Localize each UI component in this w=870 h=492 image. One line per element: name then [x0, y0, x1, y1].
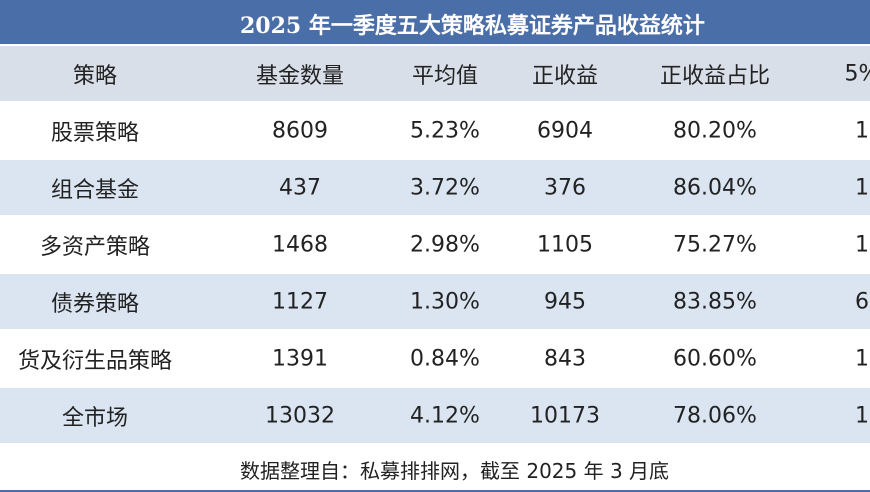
- cell: 股票策略: [50, 120, 140, 146]
- cell: 13032: [265, 403, 335, 428]
- cell: 1127: [272, 289, 328, 314]
- title-bar: 2025 年一季度五大策略私募证券产品收益统计: [0, 0, 870, 44]
- cell: 2.98%: [410, 232, 480, 257]
- cell: 3.72%: [410, 175, 480, 200]
- cell: 6: [855, 289, 869, 314]
- data-row: 全市场 13032 4.12% 10173 78.06% 1: [0, 386, 870, 443]
- data-row: 多资产策略 1468 2.98% 1105 75.27% 1: [0, 215, 870, 272]
- cell: 多资产策略: [39, 234, 151, 260]
- cell: 376: [544, 175, 586, 200]
- source-note: 数据整理自：私募排排网，截至 2025 年 3 月底: [240, 459, 670, 483]
- cell: 策略: [72, 63, 118, 89]
- cell: 843: [544, 346, 586, 371]
- cell: 78.06%: [673, 403, 757, 428]
- data-row: 组合基金 437 3.72% 376 86.04% 1: [0, 158, 870, 215]
- cell: 1: [855, 232, 869, 257]
- cell: 1: [855, 118, 869, 143]
- cell: 0.84%: [410, 346, 480, 371]
- cell: 正收益: [531, 63, 599, 89]
- cell: 平均值: [411, 63, 479, 89]
- cell: 945: [544, 289, 586, 314]
- cell: 债券策略: [50, 291, 140, 317]
- cell: 1: [855, 175, 869, 200]
- cell: 全市场: [61, 405, 129, 431]
- cell: 5%: [844, 61, 870, 86]
- cell: 80.20%: [673, 118, 757, 143]
- cell: 1: [855, 346, 869, 371]
- cell: 83.85%: [673, 289, 757, 314]
- cell: 75.27%: [673, 232, 757, 257]
- cell: 货及衍生品策略: [17, 348, 173, 374]
- data-row: 债券策略 1127 1.30% 945 83.85% 6: [0, 272, 870, 329]
- header-row: 策略 基金数量 平均值 正收益 正收益占比 5%: [0, 44, 870, 101]
- cell: 5.23%: [410, 118, 480, 143]
- cell: 8609: [272, 118, 328, 143]
- cell: 1.30%: [410, 289, 480, 314]
- cell: 正收益占比: [659, 63, 771, 89]
- cell: 6904: [537, 118, 593, 143]
- cell: 组合基金: [50, 177, 140, 203]
- cell: 1468: [272, 232, 328, 257]
- footer-bar: 数据整理自：私募排排网，截至 2025 年 3 月底: [0, 443, 870, 492]
- data-row: 货及衍生品策略 1391 0.84% 843 60.60% 1: [0, 329, 870, 386]
- table-title: 2025 年一季度五大策略私募证券产品收益统计: [240, 13, 705, 39]
- cell: 基金数量: [255, 63, 345, 89]
- cell: 60.60%: [673, 346, 757, 371]
- cell: 10173: [530, 403, 600, 428]
- cell: 1: [855, 403, 869, 428]
- cell: 1105: [537, 232, 593, 257]
- cell: 437: [279, 175, 321, 200]
- cell: 1391: [272, 346, 328, 371]
- cell: 4.12%: [410, 403, 480, 428]
- data-row: 股票策略 8609 5.23% 6904 80.20% 1: [0, 101, 870, 158]
- cell: 86.04%: [673, 175, 757, 200]
